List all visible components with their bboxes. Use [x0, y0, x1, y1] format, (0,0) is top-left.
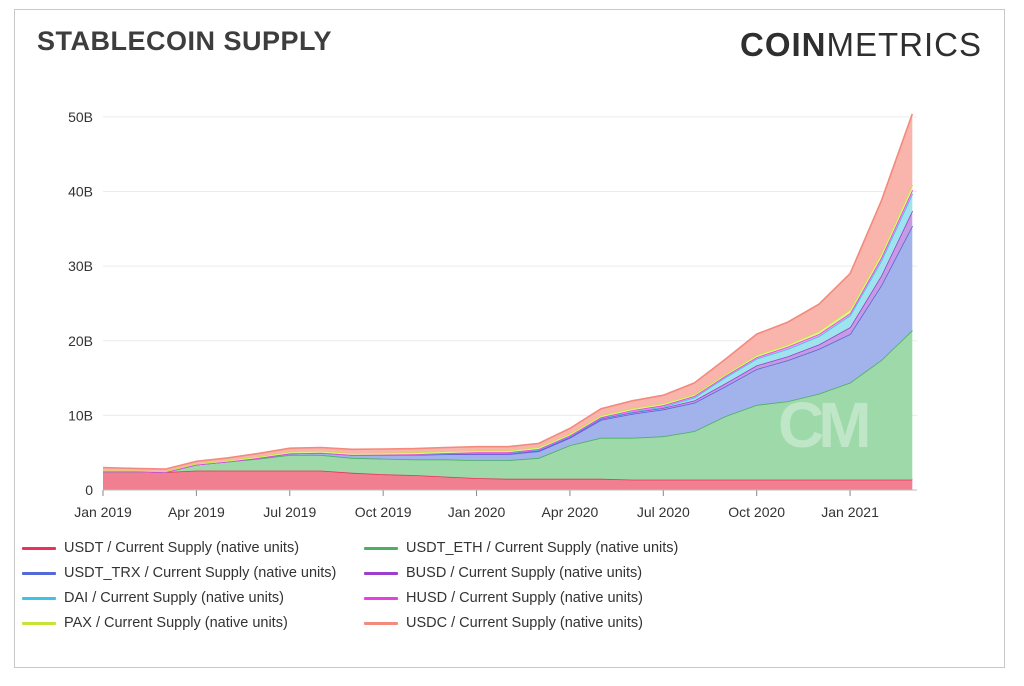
legend-label: USDT / Current Supply (native units)	[64, 540, 300, 556]
legend-item[interactable]: USDT_TRX / Current Supply (native units)	[22, 565, 336, 581]
brand-logo-bold: COIN	[740, 26, 827, 63]
x-tick-label: Oct 2019	[355, 504, 412, 520]
watermark: CM	[778, 389, 871, 461]
legend-swatch	[364, 546, 398, 550]
legend-item[interactable]: BUSD / Current Supply (native units)	[364, 565, 642, 581]
legend-swatch	[22, 621, 56, 625]
y-tick-label: 40B	[68, 184, 93, 200]
area-series-0	[103, 470, 913, 490]
legend-swatch	[22, 546, 56, 550]
x-tick-label: Oct 2020	[728, 504, 785, 520]
y-tick-label: 0	[85, 482, 93, 498]
y-tick-label: 10B	[68, 407, 93, 423]
brand-logo: COINMETRICS	[740, 26, 982, 64]
x-tick-label: Jul 2020	[637, 504, 690, 520]
legend-item[interactable]: HUSD / Current Supply (native units)	[364, 590, 643, 606]
legend-swatch	[364, 621, 398, 625]
area-series-1	[103, 330, 913, 480]
area-series-2	[103, 225, 913, 473]
y-tick-label: 50B	[68, 109, 93, 125]
legend-item[interactable]: USDT / Current Supply (native units)	[22, 540, 299, 556]
legend-label: USDC / Current Supply (native units)	[406, 615, 643, 631]
legend-item[interactable]: USDC / Current Supply (native units)	[364, 615, 643, 631]
line-series-7	[102, 113, 914, 470]
legend-swatch	[364, 571, 398, 575]
x-tick-label: Apr 2019	[168, 504, 225, 520]
x-tick-label: Apr 2020	[542, 504, 599, 520]
legend-item[interactable]: PAX / Current Supply (native units)	[22, 615, 288, 631]
legend-item[interactable]: DAI / Current Supply (native units)	[22, 590, 284, 606]
y-axis: 0 10B 20B 30B 40B 50B	[68, 109, 93, 498]
chart-title: STABLECOIN SUPPLY	[37, 26, 333, 56]
area-series-7	[103, 113, 913, 472]
y-tick-label: 20B	[68, 333, 93, 349]
x-tick-label: Jul 2019	[263, 504, 316, 520]
legend-item[interactable]: USDT_ETH / Current Supply (native units)	[364, 540, 678, 556]
legend-swatch	[22, 596, 56, 600]
legend-label: BUSD / Current Supply (native units)	[406, 565, 643, 581]
x-tick-label: Jan 2021	[821, 504, 879, 520]
legend-swatch	[22, 571, 56, 575]
legend-label: PAX / Current Supply (native units)	[64, 615, 288, 631]
legend-label: USDT_TRX / Current Supply (native units)	[64, 565, 337, 581]
legend-swatch	[364, 596, 398, 600]
x-tick-label: Jan 2020	[448, 504, 506, 520]
y-tick-label: 30B	[68, 258, 93, 274]
series-areas	[102, 113, 914, 490]
brand-logo-light: METRICS	[826, 26, 982, 63]
legend-label: DAI / Current Supply (native units)	[64, 590, 285, 606]
legend-label: HUSD / Current Supply (native units)	[406, 590, 643, 606]
x-axis: Jan 2019 Apr 2019 Jul 2019 Oct 2019 Jan 2020…	[74, 489, 917, 520]
legend-label: USDT_ETH / Current Supply (native units)	[406, 540, 679, 556]
x-tick-label: Jan 2019	[74, 504, 132, 520]
